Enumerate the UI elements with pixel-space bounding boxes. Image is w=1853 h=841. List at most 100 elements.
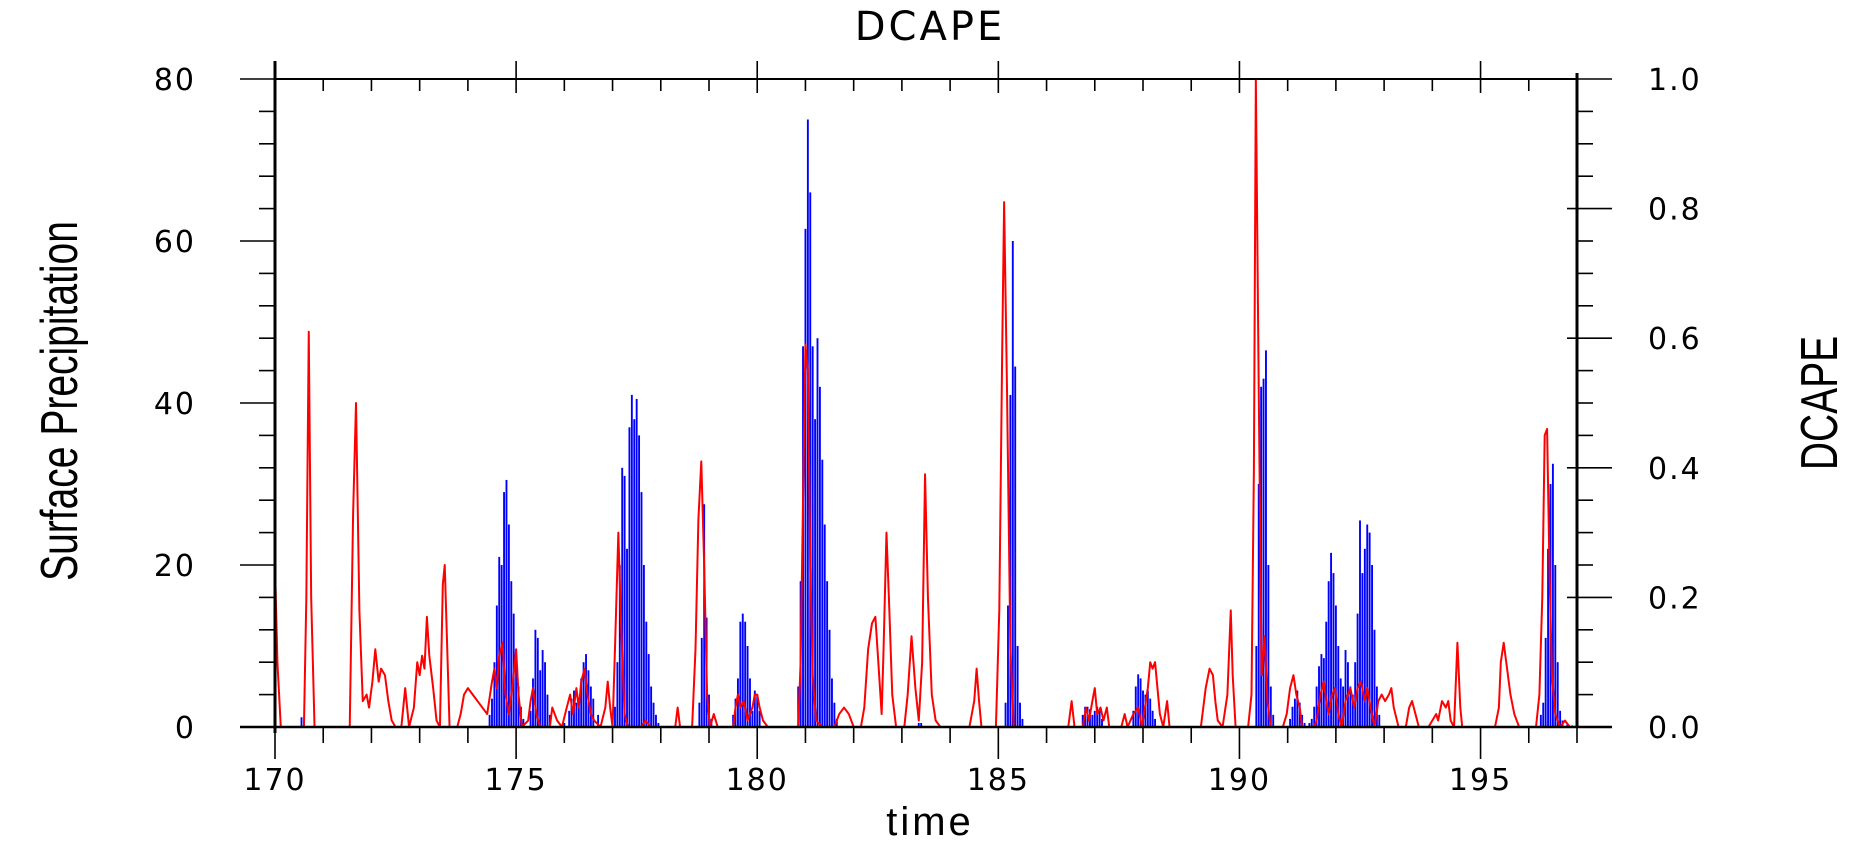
precip-bar (616, 662, 619, 727)
precip-bar (703, 504, 706, 727)
precip-bar (1011, 241, 1014, 727)
y-tick-label: 20 (154, 549, 196, 584)
precip-bar (1004, 702, 1007, 727)
precip-bar (1291, 706, 1294, 727)
precip-bar (821, 459, 824, 727)
precip-bar (546, 694, 549, 727)
precip-bar (1322, 658, 1325, 727)
y-tick-label: 80 (154, 63, 196, 98)
precip-bar (1330, 552, 1333, 727)
precip-bar (758, 710, 761, 727)
precip-bar (1269, 686, 1272, 727)
precip-bar (505, 479, 508, 727)
precipitation-bars (300, 119, 1574, 727)
precip-bar (1289, 718, 1292, 727)
precip-bar (1101, 718, 1103, 727)
precip-bar (1337, 646, 1340, 727)
precip-bar (503, 492, 505, 727)
precip-bar (1014, 366, 1017, 727)
precip-bar (751, 710, 754, 727)
precip-bar (1334, 605, 1337, 727)
precip-bar (652, 702, 655, 727)
precip-bar (1351, 694, 1354, 727)
dcape-line (274, 78, 1577, 728)
precip-bar (626, 548, 628, 727)
chart-title: DCAPE (855, 4, 1006, 50)
precip-bar (814, 419, 817, 727)
precip-bar (1325, 621, 1328, 727)
precip-bar (736, 678, 739, 727)
y2-tick-label: 0.8 (1648, 193, 1702, 228)
precip-bar (1093, 710, 1096, 727)
y2-tick-label: 0.0 (1648, 711, 1702, 746)
precip-bar (1547, 548, 1550, 727)
precip-bar (749, 678, 751, 727)
precip-bar (577, 706, 580, 727)
precip-bar (1310, 718, 1313, 727)
y-tick-label: 40 (154, 387, 196, 422)
precip-bar (1272, 714, 1275, 727)
x-tick-label: 170 (243, 763, 306, 798)
precip-bar (1315, 686, 1318, 727)
precip-bar (1344, 650, 1347, 727)
precip-bar (623, 475, 626, 727)
precip-bar (1257, 484, 1260, 727)
precip-bar (1542, 702, 1545, 727)
precip-bar (563, 722, 566, 727)
precip-bar (491, 698, 493, 727)
precip-bar (1556, 662, 1559, 727)
precip-bar (1368, 532, 1371, 727)
precip-bar (522, 718, 525, 727)
precip-bar (1081, 714, 1084, 727)
precip-bar (488, 714, 491, 727)
precip-bar (828, 629, 831, 727)
precip-bar (536, 637, 539, 727)
precip-bar (630, 394, 633, 727)
y2-tick-label: 1.0 (1648, 63, 1702, 98)
precip-bar (534, 629, 537, 727)
precip-bar (1016, 646, 1019, 727)
precip-bar (831, 678, 833, 727)
x-tick-label: 190 (1208, 763, 1271, 798)
precip-bar (575, 702, 578, 727)
precip-bar (493, 662, 496, 727)
x-tick-label: 185 (967, 763, 1030, 798)
precip-bar (638, 435, 641, 727)
precip-bar (633, 419, 636, 727)
precip-bar (1091, 714, 1094, 727)
precip-bar (917, 722, 920, 727)
precip-bar (539, 670, 542, 727)
precip-bar (1142, 690, 1144, 727)
precip-bar (1378, 714, 1381, 727)
precip-bar (570, 698, 573, 727)
precip-bar (1293, 698, 1296, 727)
precip-bar (1366, 524, 1369, 727)
precip-bar (498, 556, 501, 727)
precip-bar (655, 714, 657, 727)
precip-bar (1371, 565, 1373, 727)
precip-bar (1255, 646, 1258, 727)
precip-bar (1151, 710, 1154, 727)
precip-bar (1146, 690, 1149, 727)
precip-bar (1354, 662, 1357, 727)
precip-bar (809, 192, 812, 727)
precip-bar (1539, 714, 1542, 727)
precip-bar (589, 686, 592, 727)
precip-bar (1132, 710, 1135, 727)
precip-bar (811, 346, 814, 727)
precip-bar (614, 706, 616, 727)
y2-tick-label: 0.6 (1648, 322, 1702, 357)
precip-bar (568, 710, 571, 727)
precip-bar (739, 621, 742, 727)
precip-bar (642, 565, 645, 727)
precip-bar (529, 710, 532, 727)
x-tick-label: 180 (726, 763, 789, 798)
precip-bar (698, 702, 701, 727)
precip-bar (1154, 718, 1156, 727)
precip-bar (544, 662, 546, 727)
dcape-line-group (274, 78, 1577, 728)
precip-bar (823, 524, 826, 727)
precip-bar (756, 694, 759, 727)
precip-bar (1096, 706, 1099, 727)
precip-bar (1098, 710, 1101, 727)
